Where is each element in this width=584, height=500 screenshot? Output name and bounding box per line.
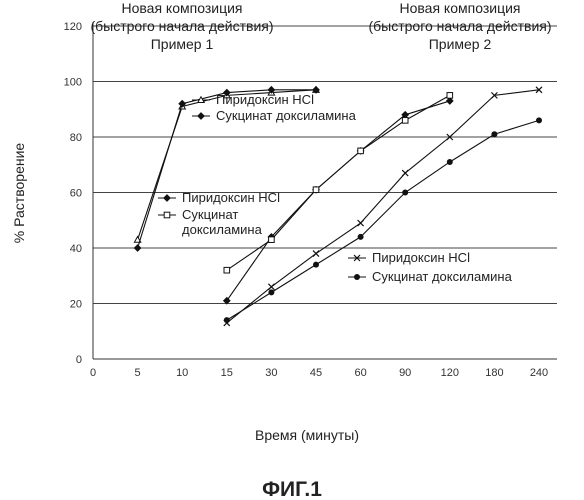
- figure-caption: ФИГ.1: [262, 478, 322, 500]
- axes: [93, 22, 557, 359]
- x-tick-label: 120: [441, 367, 459, 379]
- legend-label: доксиламина: [182, 222, 263, 237]
- legend-label: Сукцинат: [182, 207, 238, 222]
- legends: Пиридоксин HClСукцинат доксиламинаПиридо…: [158, 92, 513, 284]
- series-4-point: [269, 237, 275, 243]
- x-tick-label: 45: [310, 367, 322, 379]
- series-2-point: [134, 245, 140, 251]
- y-tick-label: 60: [70, 188, 82, 200]
- series-6-point: [268, 289, 274, 295]
- x-tick-label: 180: [485, 367, 503, 379]
- x-tick-label: 90: [399, 367, 411, 379]
- legend-swatch-marker: [164, 212, 170, 218]
- legend-swatch-marker: [354, 274, 360, 280]
- legend-label: Пиридоксин HCl: [372, 250, 470, 265]
- y-tick-label: 20: [70, 299, 82, 311]
- legend-group-1: Пиридоксин HClСукцинат доксиламина: [192, 92, 357, 123]
- panel-title-1-line-2: (быстрого начала действия): [90, 18, 273, 34]
- x-tick-label: 30: [265, 367, 277, 379]
- legend-label: Сукцинат доксиламина: [372, 269, 513, 284]
- legend-label: Сукцинат доксиламина: [216, 108, 357, 123]
- x-tick-label: 60: [354, 367, 366, 379]
- series-6-point: [536, 117, 542, 123]
- series-5-point: [402, 170, 408, 176]
- x-axis-label: Время (минуты): [255, 427, 359, 443]
- series-6: [224, 117, 542, 323]
- y-tick-label: 80: [70, 132, 82, 144]
- series-6-point: [402, 190, 408, 196]
- x-tick-label: 0: [90, 367, 96, 379]
- series-5-point: [268, 284, 274, 290]
- series-3-point: [447, 98, 453, 104]
- x-tick-label: 240: [530, 367, 548, 379]
- series-6-point: [313, 262, 319, 268]
- y-tick-label: 0: [76, 354, 82, 366]
- x-tick-label: 15: [221, 367, 233, 379]
- x-tick-label: 5: [135, 367, 141, 379]
- legend-group-2: Пиридоксин HCl Сукцинатдоксиламина: [158, 190, 280, 237]
- series-5-line: [227, 90, 539, 323]
- panel-title-1-line-1: Новая композиция: [122, 0, 243, 16]
- y-tick-label: 120: [64, 21, 82, 33]
- series-4-point: [358, 148, 364, 154]
- x-tick-labels: 0 5 10 15 30 45 60 90 120 180 240: [90, 367, 548, 379]
- series-4-point: [224, 267, 230, 273]
- series-6-line: [227, 120, 539, 320]
- legend-label: Пиридоксин HCl: [182, 190, 280, 205]
- series-6-point: [447, 159, 453, 165]
- legend-group-3: Пиридоксин HCl Сукцинат доксиламина: [348, 250, 513, 284]
- panel-title-2-line-1: Новая композиция: [400, 0, 521, 16]
- series-5-point: [358, 220, 364, 226]
- y-tick-label: 40: [70, 243, 82, 255]
- x-tick-label: 10: [176, 367, 188, 379]
- panel-title-2-line-3: Пример 2: [429, 36, 492, 52]
- y-tick-labels: 0 20 40 60 80 100 120: [64, 21, 82, 366]
- series-4-point: [402, 118, 408, 124]
- legend-label: Пиридоксин HCl: [216, 92, 314, 107]
- panel-title-1-line-3: Пример 1: [151, 36, 214, 52]
- series-4-point: [313, 187, 319, 193]
- legend-swatch-marker: [164, 195, 170, 201]
- series-6-point: [491, 131, 497, 137]
- y-axis-label: % Растворение: [11, 143, 27, 244]
- series-6-point: [358, 234, 364, 240]
- series-3-point: [224, 298, 230, 304]
- legend-swatch-marker: [198, 113, 204, 119]
- series-6-point: [224, 317, 230, 323]
- y-tick-label: 100: [64, 77, 82, 89]
- series-4-point: [447, 93, 453, 99]
- panel-title-2-line-2: (быстрого начала действия): [368, 18, 551, 34]
- series-5-point: [313, 251, 319, 257]
